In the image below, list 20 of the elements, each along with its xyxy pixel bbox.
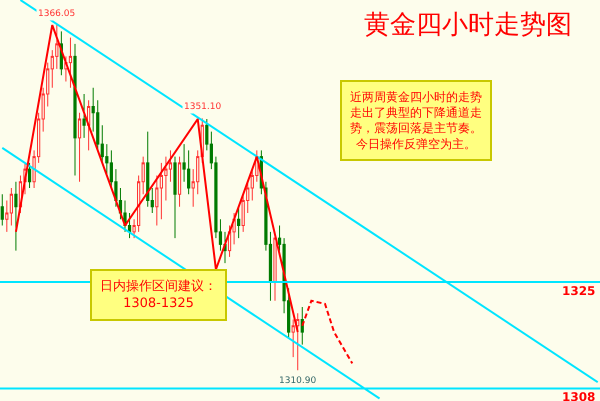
- candlestick: [28, 162, 32, 188]
- candlestick: [82, 93, 86, 138]
- annotation: 日内操作区间建议：1308-1325: [100, 279, 217, 311]
- candlestick: [296, 312, 300, 371]
- candlestick: [68, 37, 72, 88]
- annotation: 1366.05: [38, 9, 76, 19]
- candlestick: [73, 43, 77, 176]
- annotation: 1310.90: [279, 376, 316, 386]
- candlestick: [173, 156, 177, 239]
- candlestick: [178, 156, 182, 208]
- candlestick: [0, 194, 4, 226]
- candlestick: [78, 112, 82, 182]
- ref-line-label: 1308: [562, 390, 596, 401]
- candlestick: [14, 181, 18, 252]
- annotation: 1351.10: [184, 102, 222, 112]
- candlestick: [87, 100, 90, 151]
- candlestick: [292, 319, 295, 358]
- annotation: 近两周黄金四小时的走势走出了典型的下降通道走势，震荡回落是主节奏。今日操作反弹空为主。: [350, 90, 482, 151]
- chart-title: 黄金四小时走势图: [364, 10, 572, 40]
- ref-line-label: 1325: [562, 284, 596, 298]
